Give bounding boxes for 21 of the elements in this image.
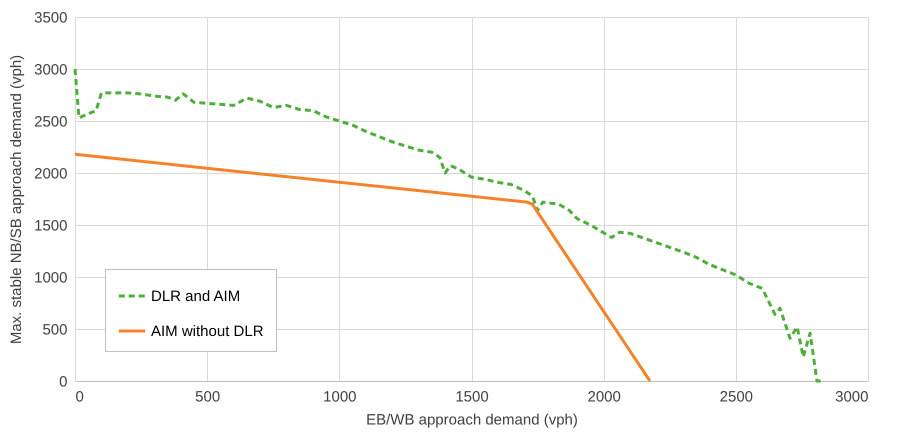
y-tick-label: 2500: [34, 114, 68, 130]
x-tick-label: 2000: [587, 388, 621, 406]
y-tick-label: 1000: [34, 270, 68, 286]
x-tick-label: 500: [195, 388, 220, 406]
y-tick-label: 0: [59, 374, 68, 390]
y-tick-label: 3500: [34, 10, 68, 26]
y-tick-label: 2000: [34, 166, 68, 182]
legend-label: DLR and AIM: [151, 288, 240, 305]
y-axis-title: Max. stable NB/SB approach demand (vph): [8, 54, 26, 344]
legend-label: AIM without DLR: [151, 323, 264, 340]
x-axis-title: EB/WB approach demand (vph): [366, 412, 578, 428]
x-tick-label: 2500: [720, 388, 754, 406]
x-tick-label: 1500: [455, 388, 489, 406]
y-tick-label: 1500: [34, 218, 68, 234]
line-series: [74, 152, 652, 382]
y-tick-label: 3000: [34, 62, 68, 78]
x-tick-label: 0: [76, 388, 84, 406]
y-tick-label: 500: [42, 322, 68, 338]
x-tick-label: 1000: [323, 388, 357, 406]
line-series: [74, 68, 824, 382]
x-tick-label: 3000: [835, 388, 868, 406]
